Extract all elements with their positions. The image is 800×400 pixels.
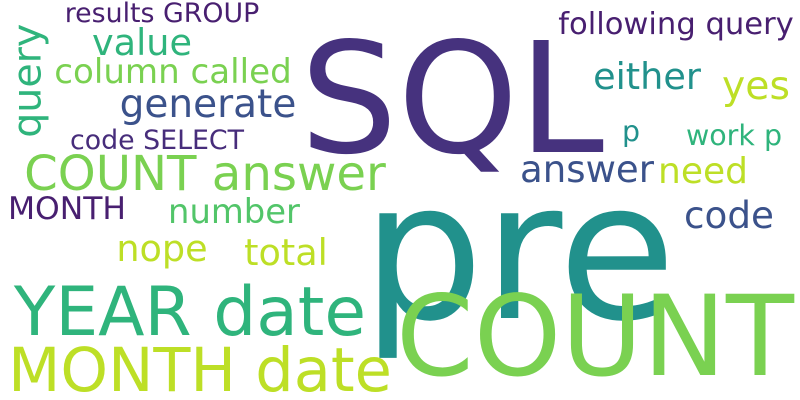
word-nope: nope bbox=[116, 226, 208, 270]
word-count-answer: COUNT answer bbox=[24, 145, 386, 202]
word-month: MONTH bbox=[7, 191, 127, 228]
word-code-select: code SELECT bbox=[69, 124, 245, 156]
word-answer: answer bbox=[520, 148, 654, 192]
word-need: need bbox=[658, 151, 748, 192]
word-number: number bbox=[168, 192, 300, 232]
word-work-p: work p bbox=[685, 118, 783, 152]
word-count: COUNT bbox=[395, 273, 795, 400]
word-following-query: following query bbox=[558, 6, 794, 42]
word-either: either bbox=[593, 54, 701, 98]
word-generate: generate bbox=[119, 81, 297, 127]
word-query-vertical: query bbox=[4, 23, 51, 139]
word-column-called: column called bbox=[54, 51, 292, 92]
word-code: code bbox=[684, 193, 774, 238]
word-results-group: results GROUP bbox=[64, 0, 260, 29]
word-value: value bbox=[92, 20, 192, 64]
word-yes: yes bbox=[722, 64, 790, 110]
word-year-date: YEAR date bbox=[13, 272, 367, 352]
word-pre: pre bbox=[361, 141, 677, 365]
word-month-date: MONTH date bbox=[8, 335, 392, 400]
word-sql: SQL bbox=[300, 10, 604, 190]
word-total: total bbox=[244, 230, 328, 274]
word-p: p bbox=[621, 114, 641, 148]
